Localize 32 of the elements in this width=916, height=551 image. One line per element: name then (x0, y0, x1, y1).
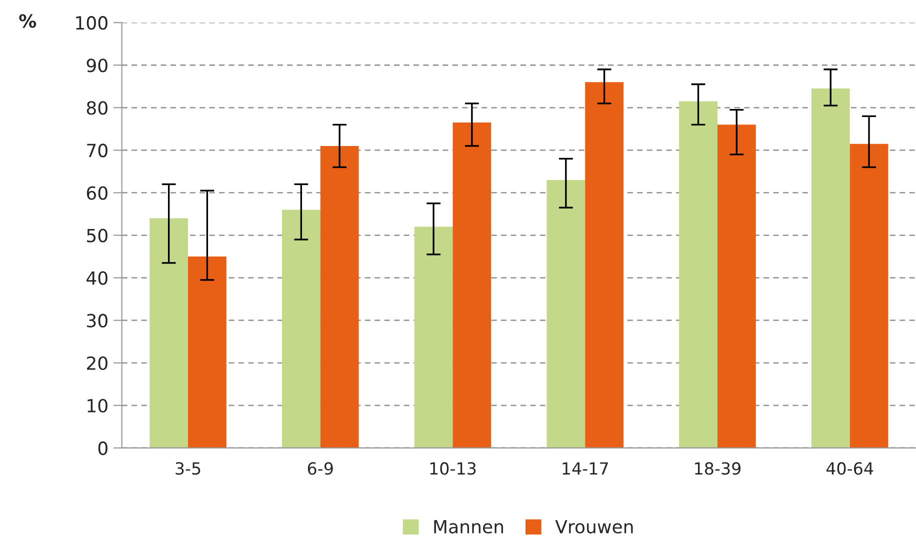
x-tick-label: 6-9 (308, 462, 333, 475)
bar (452, 122, 492, 448)
bar (282, 210, 320, 448)
y-tick-label: 60 (86, 186, 108, 200)
bar (414, 226, 453, 448)
y-tick-label: 10 (88, 398, 108, 413)
y-tick-label: 70 (87, 144, 108, 158)
y-tick-label: 40 (86, 271, 108, 285)
bar (320, 146, 359, 448)
bar (679, 101, 718, 448)
x-tick-label: 18-39 (695, 462, 740, 475)
x-tick-label: 3-5 (176, 462, 200, 475)
y-axis-title: % (19, 14, 36, 28)
bar (546, 180, 586, 448)
x-tick-label: 40-64 (826, 462, 874, 475)
x-tick-label: 14-17 (562, 462, 608, 475)
x-tick-label: 10-13 (430, 462, 476, 475)
bar (850, 144, 888, 448)
bar (717, 124, 756, 448)
bar (188, 256, 226, 448)
y-tick-label: 50 (87, 228, 108, 242)
legend-label: Mannen (434, 520, 503, 534)
legend-label: Vrouwen (555, 520, 633, 534)
y-tick-label: 0 (98, 441, 108, 456)
y-tick-label: 90 (86, 58, 108, 72)
y-tick-label: 30 (87, 314, 108, 328)
bar (150, 218, 188, 448)
bar (585, 82, 624, 448)
y-tick-label: 20 (86, 356, 108, 370)
y-tick-label: 80 (86, 101, 108, 115)
y-tick-label: 100 (76, 16, 108, 30)
bar (811, 88, 850, 448)
